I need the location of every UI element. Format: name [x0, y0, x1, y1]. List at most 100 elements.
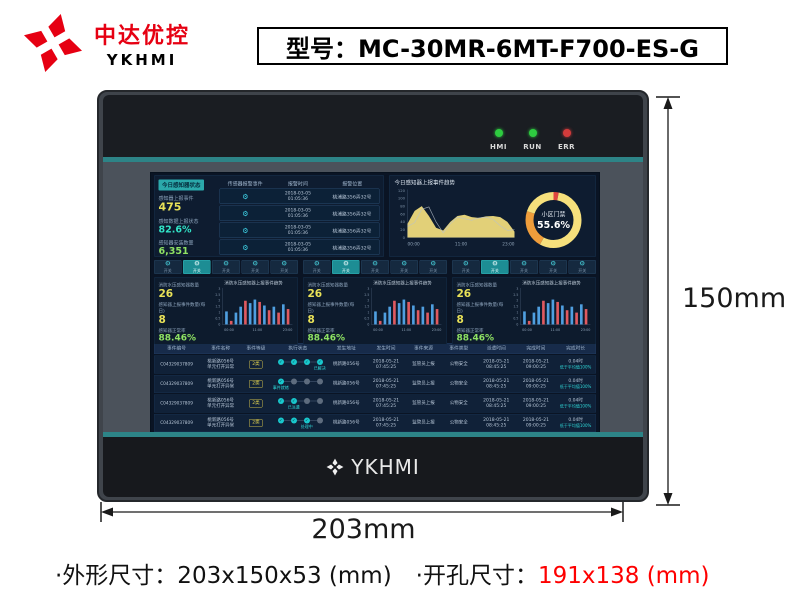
step-dot: ✓ — [303, 359, 310, 365]
toggle-switch[interactable]: ⚙ 开关 — [303, 260, 331, 274]
event-duration: 0.04时 低于平均值100% — [556, 376, 596, 393]
toggle-switch[interactable]: ⚙ 开关 — [568, 260, 597, 274]
tick-label: 3 — [367, 287, 369, 291]
time-line: 08:45:25 — [486, 384, 507, 389]
toggle-switch[interactable]: ⚙ 开关 — [510, 260, 538, 274]
toggle-label: 开关 — [222, 268, 230, 274]
outline-size-label: ·外形尺寸：203x150x53 (mm) — [55, 563, 392, 589]
event-dispatch-time: 2018-05-21 08:45:25 — [476, 415, 516, 432]
event-col-header: 发生地址 — [336, 345, 356, 352]
event-id: C04329037809 — [160, 381, 193, 387]
toggle-switch[interactable]: ⚙ 开关 — [390, 260, 418, 274]
trend-area-chart: 0 20 40 60 80 100 120 00:00 11:00 23:00 — [398, 189, 515, 248]
alarm-row: ⚙ 2018-03-05 01:05:36 桃浦路356弄32号 — [219, 188, 380, 204]
event-dispatch-time: 2018-05-21 08:45:25 — [476, 356, 516, 373]
toggle-switch[interactable]: ⚙ 开关 — [452, 260, 480, 274]
alarm-clock: 01:05:36 — [287, 213, 309, 219]
step-status-label: 已解决 — [313, 366, 326, 371]
event-table-row: C04329037809 桃新路056号 单元打开异常 2类 ✓ 事件就绪 桃新路… — [154, 375, 596, 393]
tick-label: 00:00 — [224, 328, 234, 332]
trend-body: 0 20 40 60 80 100 120 00:00 11:00 23:00 小区门禁 55.6… — [394, 188, 593, 253]
tick-label: 00:00 — [522, 328, 532, 332]
event-occur-time: 2018-05-21 07:45:25 — [366, 356, 406, 373]
alarm-clock: 01:05:36 — [287, 230, 309, 236]
toggle-switch[interactable]: ⚙ 开关 — [241, 260, 269, 274]
date-line: 2018-05-21 — [522, 397, 549, 403]
tick-label: 1.5 — [364, 305, 369, 309]
date-line: 2018-05-21 — [372, 378, 400, 384]
stat-label: 感知器正常率 — [456, 328, 484, 334]
event-name-line: 单元打开异常 — [207, 403, 235, 409]
step-line — [293, 400, 307, 402]
toggle-switch[interactable]: ⚙ 开关 — [361, 260, 389, 274]
gear-icon: ⚙ — [430, 260, 437, 268]
dashboard-top-row: 今日感知器状态 感知器上报事件 475 感知数据上报状态 82.6% 感知器安装… — [150, 172, 600, 257]
step-status-label: 事件就绪 — [272, 385, 289, 391]
tick-label: 60 — [400, 212, 405, 216]
toggle-switch[interactable]: ⚙ 开关 — [332, 260, 360, 274]
step-line — [280, 400, 294, 402]
toggle-label: 开关 — [520, 268, 528, 274]
toggle-switch[interactable]: ⚙ 开关 — [183, 260, 211, 274]
tick-label: 1.5 — [513, 305, 518, 309]
toggle-switch[interactable]: ⚙ 开关 — [270, 260, 299, 274]
height-dimension-line — [656, 96, 680, 506]
device-top-band — [103, 95, 643, 157]
gear-icon: ⚙ — [223, 260, 229, 268]
event-col-header: 事件类型 — [449, 345, 469, 352]
sensor-stats: 消防水压感知器数量 26 感知器上报事件数量(每日) 8 感知器正常率 88.4… — [457, 280, 510, 343]
stat-label: 感知器上报事件 — [158, 196, 194, 202]
tick-label: 40 — [400, 220, 405, 224]
date-line: 2018-05-21 — [522, 417, 549, 423]
progress-steps: ✓ ✓ 已派遣 — [274, 396, 323, 411]
toggle-label: 开关 — [429, 268, 438, 274]
event-col-header: 事件名称 — [211, 345, 231, 352]
door-donut-chart — [525, 192, 582, 248]
toggle-switch[interactable]: ⚙ 开关 — [154, 260, 182, 274]
date-line: 2018-05-21 — [522, 378, 549, 384]
toggle-strip: ⚙ 开关 ⚙ 开关 ⚙ 开关 ⚙ 开关 ⚙ 开关 — [452, 260, 597, 274]
event-status: ✓ ✓ 已派遣 — [269, 395, 326, 412]
tick-label: 23:00 — [432, 328, 442, 332]
step-line — [293, 361, 307, 363]
event-table-row: C04329037809 桃新路056号 单元打开异常 2类 ✓ ✓ 已派遣 桃新路… — [154, 394, 596, 413]
event-status: ✓ ✓ ✓ 处理中 — [269, 415, 326, 432]
step-line — [280, 361, 294, 363]
event-level: 2类 — [243, 395, 269, 412]
toggle-label: 开关 — [461, 268, 470, 274]
stat-label: 感知器上报事件数量(每日) — [307, 302, 355, 315]
event-table-header: 事件编号 事件名称 事件等级 执行状态 发生地址 发生时间 事件来源 事件类型 派遣时间 完成时间… — [154, 343, 596, 354]
step-line — [306, 361, 320, 363]
alarm-col-header: 报警时间 — [287, 181, 308, 188]
event-address: 桃新路056号 — [333, 381, 360, 387]
stat-value: 475 — [158, 201, 182, 214]
event-status: ✓ ✓ ✓ ✓ 已解决 — [269, 356, 326, 373]
event-level: 2类 — [243, 356, 269, 373]
event-name-line: 单元打开异常 — [207, 423, 235, 428]
event-name-line: 单元打开异常 — [207, 364, 235, 370]
stat-label: 感知器安装数量 — [158, 240, 194, 247]
alarm-table-header: 传感器报警事件 报警时间 报警位置 — [220, 180, 380, 188]
event-name: 桃新路056号 单元打开异常 — [199, 356, 243, 373]
stat-value: 88.46% — [307, 332, 345, 344]
event-col-header: 事件等级 — [246, 345, 266, 352]
toggle-switch[interactable]: ⚙ 开关 — [481, 260, 509, 274]
toggle-switch[interactable]: ⚙ 开关 — [419, 260, 448, 274]
model-box: 型号：MC-30MR-6MT-F700-ES-G — [257, 27, 728, 65]
gear-icon: ⚙ — [193, 260, 200, 268]
sensor-columns-row: ⚙ 开关 ⚙ 开关 ⚙ 开关 ⚙ 开关 ⚙ 开关 消防水压感知器数量 26 感知器上报事件数量(每… — [150, 260, 600, 345]
time-line: 07:45:25 — [375, 384, 397, 389]
led-run: RUN — [519, 122, 546, 151]
event-source: 监管员上报 — [412, 400, 435, 406]
gear-icon: ⚙ — [242, 227, 249, 235]
alarm-icon-cell: ⚙ — [220, 192, 271, 201]
gear-icon: ⚙ — [164, 260, 171, 268]
progress-steps: ✓ ✓ ✓ 处理中 — [274, 416, 323, 431]
step-dot: ✓ — [290, 359, 297, 365]
donut-center: 小区门禁 55.6% — [519, 188, 589, 253]
gear-icon: ⚙ — [242, 244, 249, 252]
alarm-location: 桃浦路356弄32号 — [332, 245, 372, 251]
toggle-switch[interactable]: ⚙ 开关 — [539, 260, 567, 274]
toggle-switch[interactable]: ⚙ 开关 — [212, 260, 240, 274]
